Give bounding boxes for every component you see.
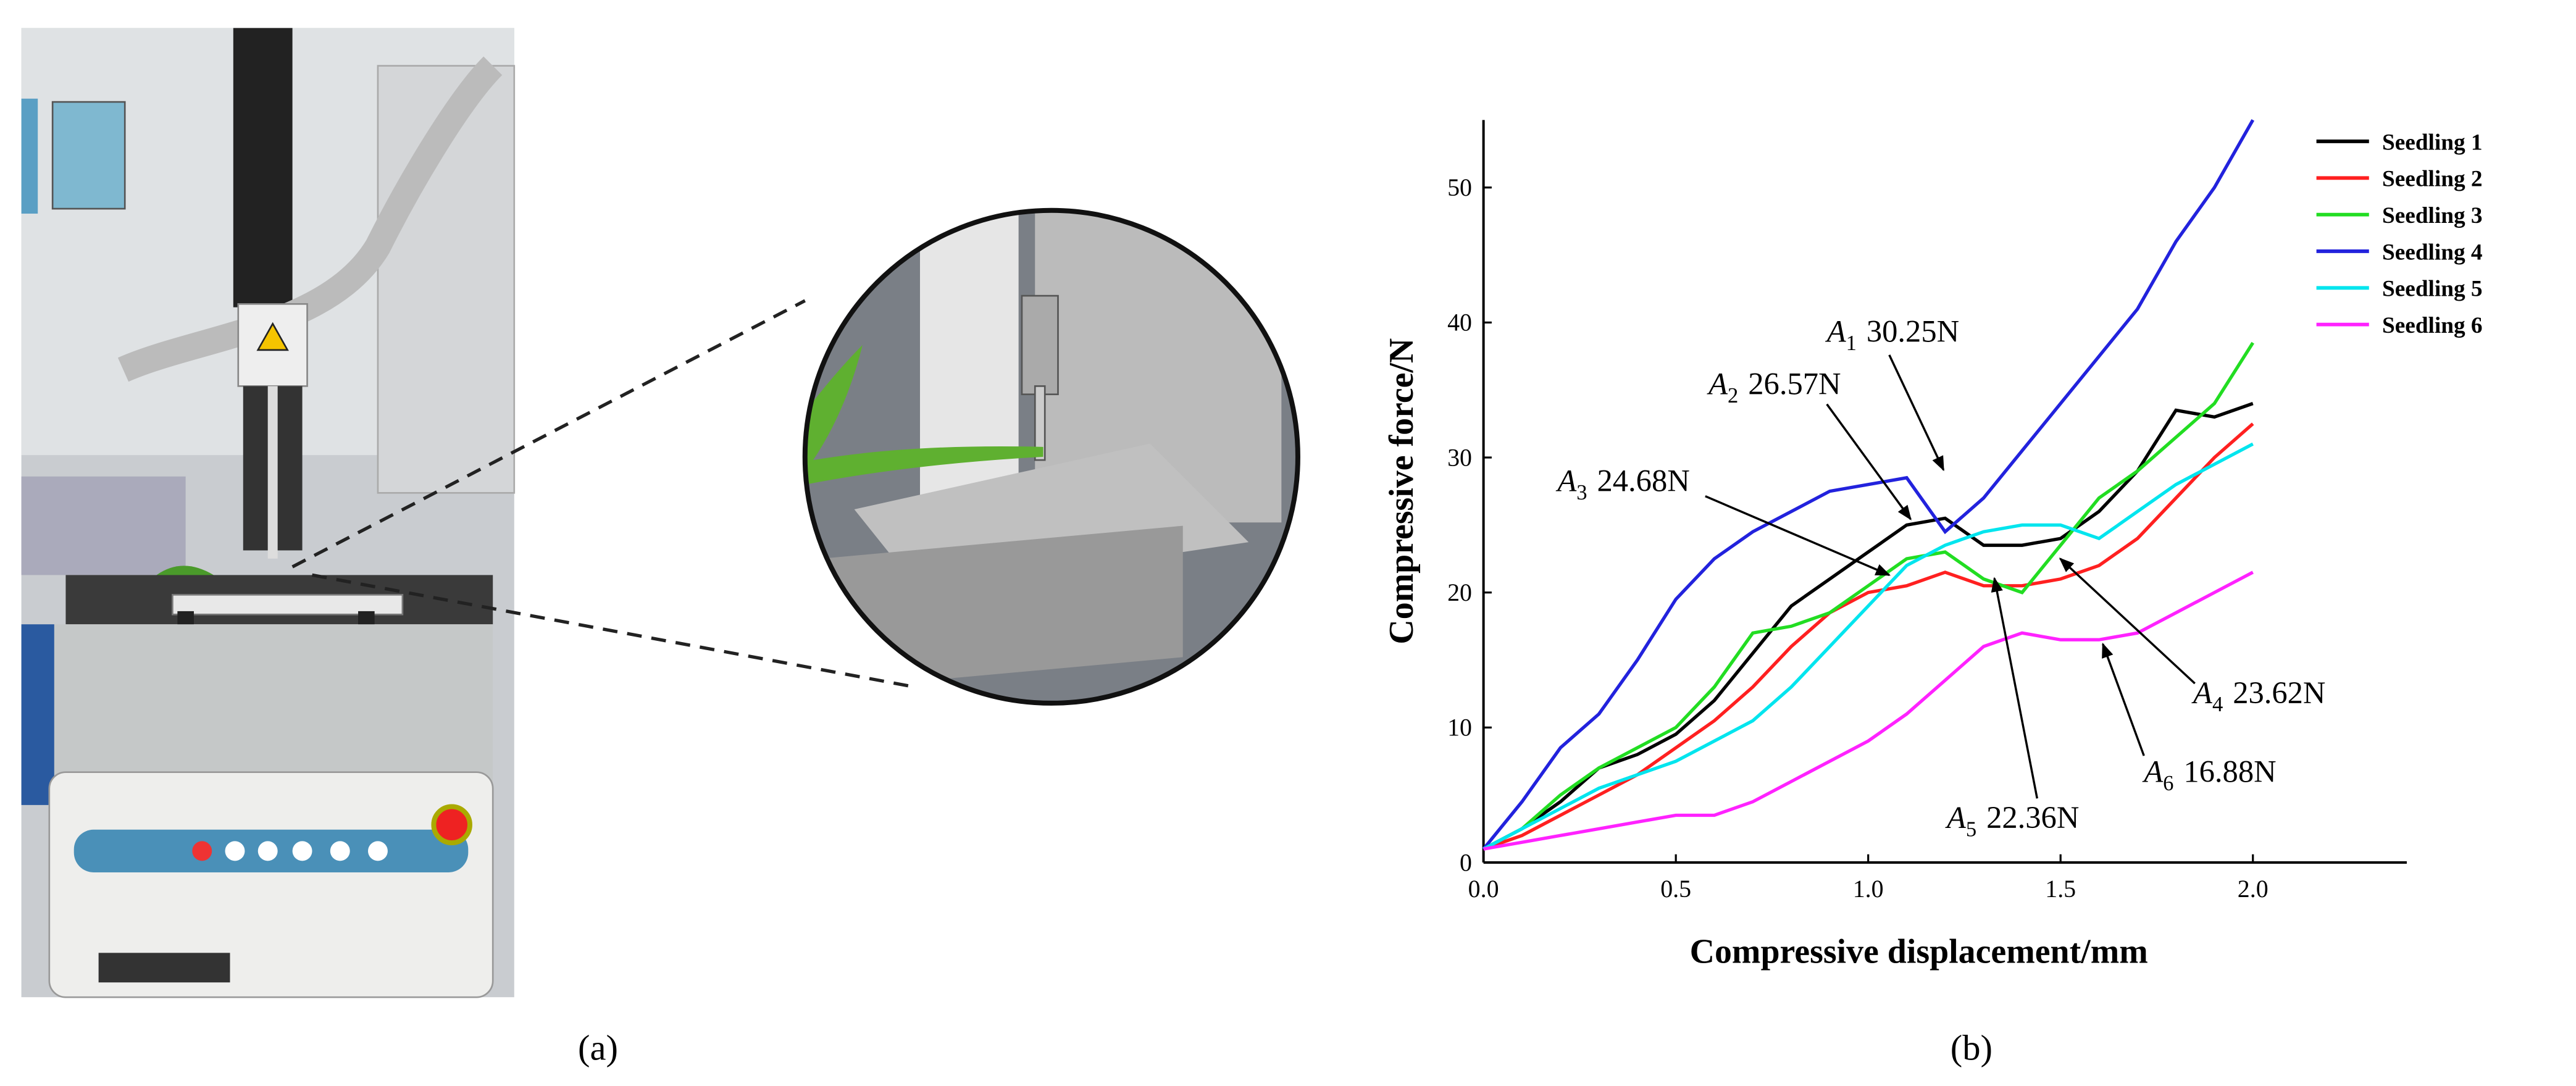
y-tick-label: 10 [1447,714,1472,741]
y-tick-label: 20 [1447,579,1472,606]
legend-label: Seedling 4 [2382,240,2482,265]
annotation-symbol: A [1555,464,1577,498]
data-line [1482,422,2254,851]
zoom-lines [291,299,914,688]
y-tick-label: 40 [1447,309,1472,336]
annotation-symbol: A [1945,800,1967,835]
annotation-symbol: A [2142,754,2164,789]
annotation-text: 22.36N [1986,800,2079,835]
annotation-symbol: A [1707,367,1728,401]
x-axis-label: Compressive displacement/mm [1690,932,2148,971]
x-tick-label: 1.0 [1853,875,1884,903]
y-axis-label: Compressive force/N [1382,338,1421,645]
annotation-subscript: 5 [1966,817,1976,841]
data-line [1482,442,2254,851]
annotation: A4 23.62N [2191,675,2325,716]
data-line [1483,570,2254,851]
x-tick-label: 1.5 [2045,875,2076,903]
legend-label: Seedling 1 [2382,130,2482,155]
data-line [1482,402,2254,851]
legend-label: Seedling 5 [2382,277,2482,302]
inset-photo [805,210,1298,703]
inset-border [802,207,1300,706]
annotation-subscript: 6 [2163,772,2173,795]
annotation-text: 24.68N [1597,464,1690,498]
x-tick-label: 2.0 [2238,875,2269,903]
annotation-subscript: 1 [1846,332,1857,355]
legend-label: Seedling 3 [2382,203,2482,228]
annotation-text: 16.88N [2183,754,2276,789]
annotation-arrow [1705,495,1891,576]
x-tick-label: 0.0 [1468,875,1499,903]
legend-label: Seedling 6 [2382,313,2482,338]
annotation-subscript: 4 [2212,693,2223,716]
panel-label: (a) [578,1027,618,1067]
annotation: A6 16.88N [2142,754,2276,795]
annotation: A2 26.57N [1707,367,1841,407]
panel-label: (b) [1951,1027,1993,1067]
annotation: A3 24.68N [1555,464,1689,504]
legend-label: Seedling 2 [2382,167,2482,192]
data-line [1482,119,2255,850]
data-line [1482,341,2254,851]
annotation-arrow [2059,558,2196,685]
annotation-arrow [1888,354,1945,472]
annotation-arrow [1991,577,2038,799]
annotation-subscript: 2 [1728,384,1738,407]
annotation-subscript: 3 [1576,481,1587,504]
y-tick-label: 0 [1460,848,1472,876]
annotation-arrow [1826,403,1912,520]
annotation-text: 30.25N [1867,314,1959,349]
x-tick-label: 0.5 [1660,875,1691,903]
annotation: A1 30.25N [1825,314,1959,355]
annotation-arrow [2102,642,2145,756]
photo [21,28,516,998]
annotation-symbol: A [1825,314,1847,349]
annotation-text: 23.62N [2233,675,2325,710]
y-tick-label: 50 [1447,173,1472,201]
annotation: A5 22.36N [1945,800,2079,841]
annotation-text: 26.57N [1748,367,1841,401]
annotation-symbol: A [2191,675,2213,710]
y-tick-label: 30 [1447,443,1472,471]
